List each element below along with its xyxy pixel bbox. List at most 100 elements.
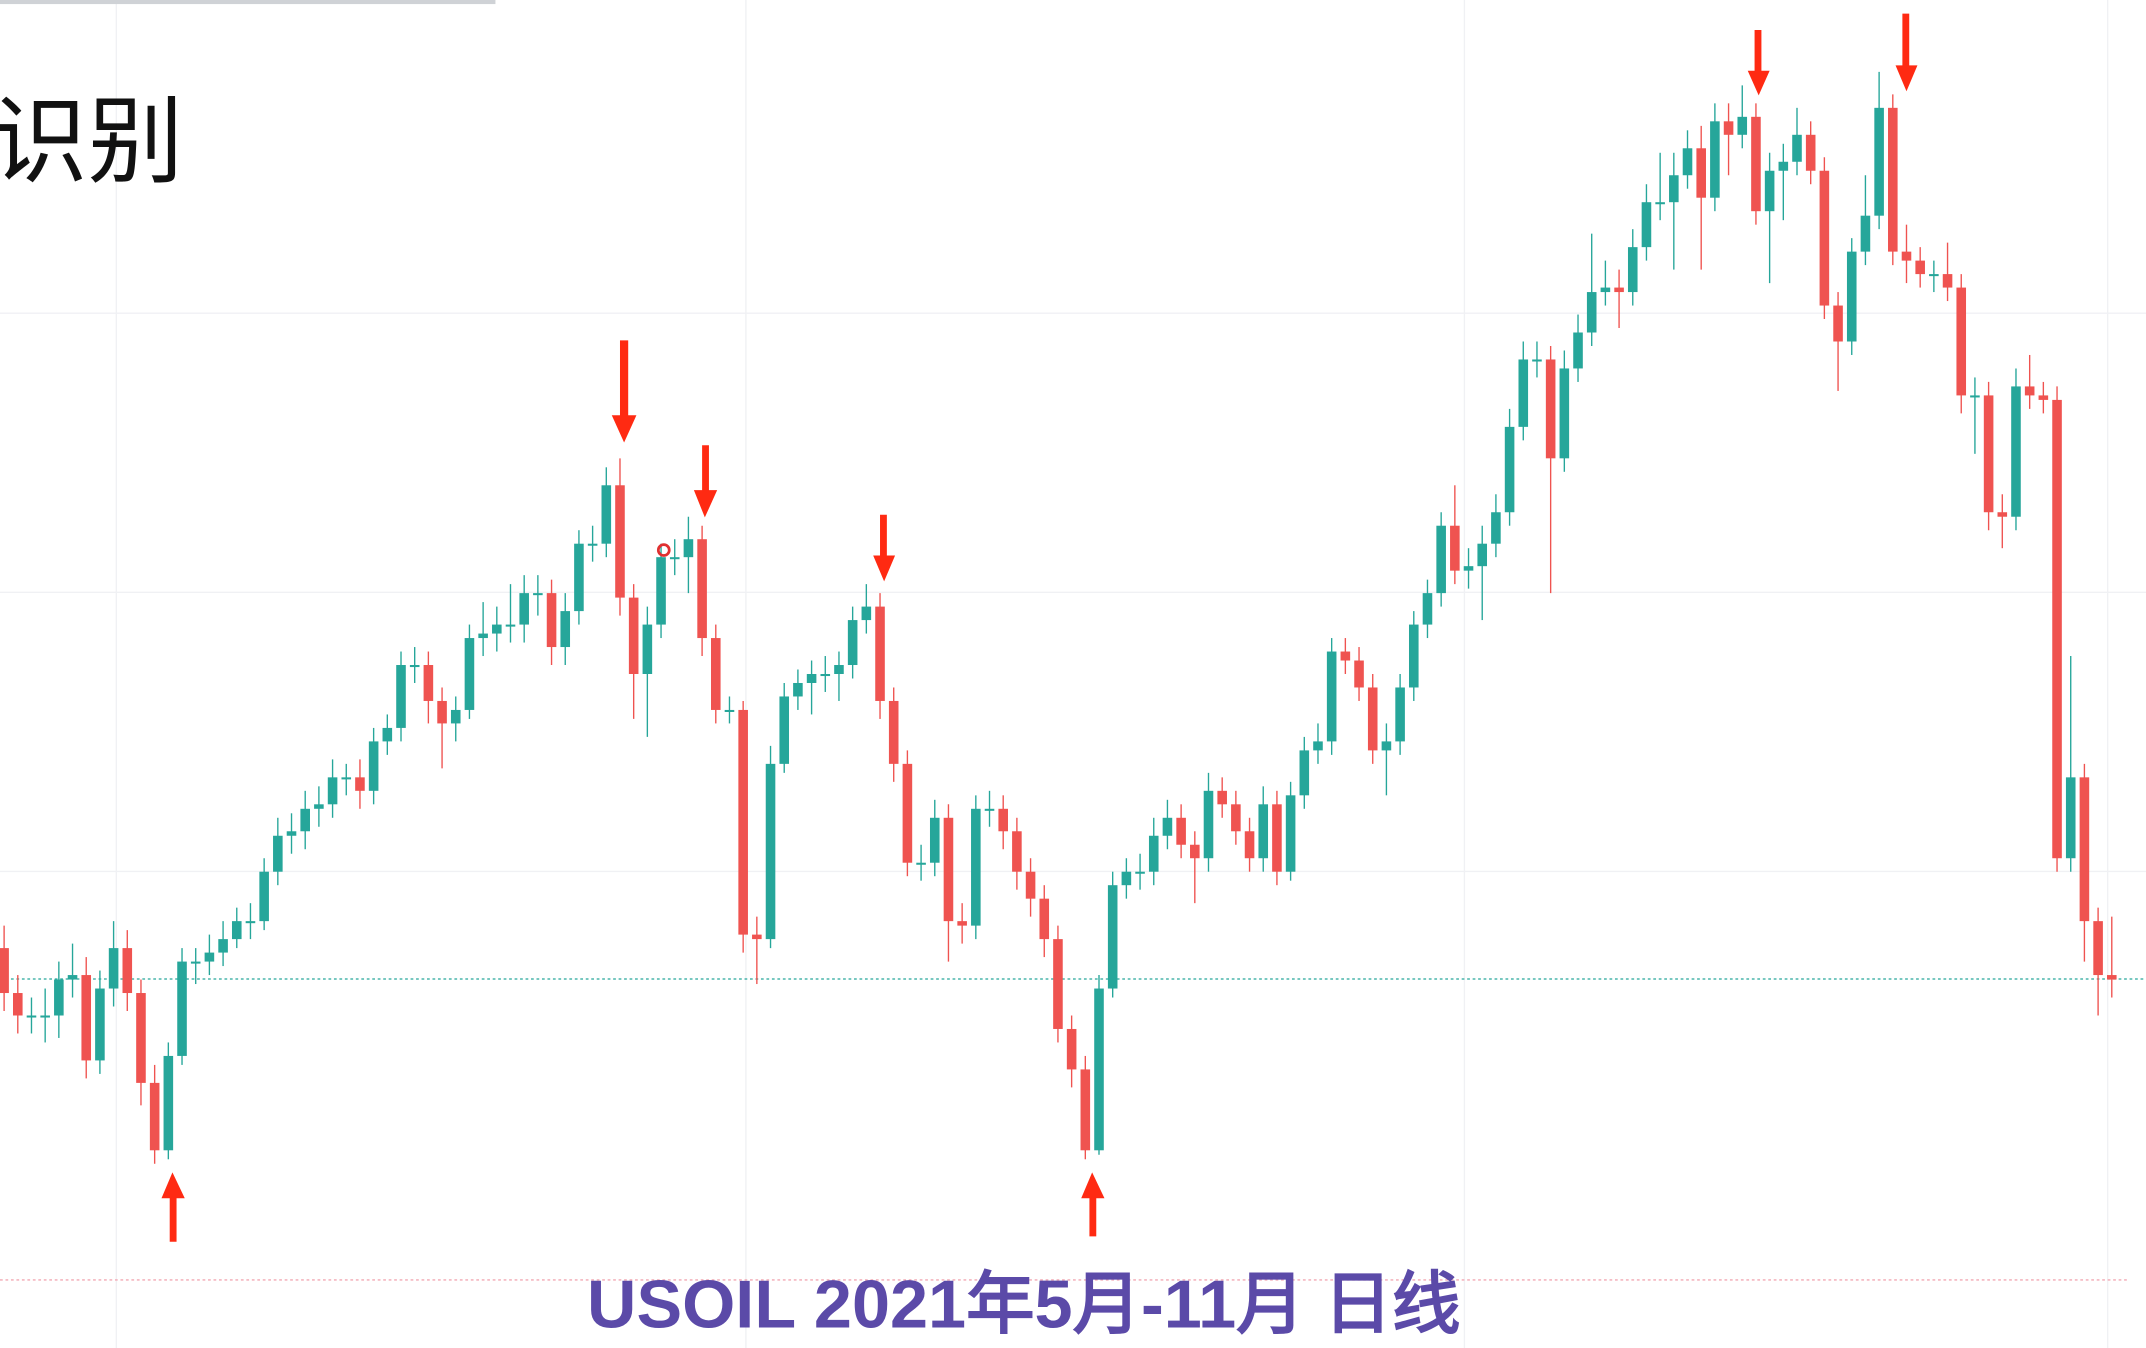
candle-body: [177, 961, 187, 1056]
candle-body: [943, 817, 954, 922]
candle-body: [683, 539, 694, 558]
candle-body: [519, 593, 529, 625]
candle-body: [1039, 898, 1050, 940]
candle-body: [1408, 624, 1419, 688]
candle-body: [793, 682, 803, 697]
candle-body: [888, 700, 899, 764]
candle-body: [492, 624, 502, 634]
candle-body: [1053, 939, 1063, 1029]
candle-body: [1313, 741, 1323, 751]
candle-body: [1422, 593, 1433, 625]
candle-body: [231, 921, 242, 940]
top-bar: [0, 0, 496, 5]
candle-body: [273, 835, 283, 872]
chart-title: USOIL 2021年5月-11月 日线: [587, 1267, 1460, 1343]
candle-body: [149, 1082, 160, 1151]
candle-body: [450, 709, 461, 724]
candle-body: [54, 979, 64, 1016]
candle-body: [2038, 395, 2049, 400]
candle-body: [847, 620, 858, 666]
candle-body: [1176, 817, 1186, 845]
candle-body: [1094, 988, 1104, 1151]
arrow-down: [693, 445, 718, 518]
candle-body: [1107, 885, 1118, 989]
candle-body: [1518, 359, 1529, 427]
candle-body: [656, 557, 666, 625]
candle-body: [1723, 121, 1734, 135]
candle-body: [738, 709, 748, 935]
candle-body: [2052, 399, 2062, 859]
candle-body: [533, 593, 543, 596]
candle-body: [1778, 161, 1789, 171]
candle-body: [1682, 148, 1693, 176]
candle-body: [1231, 804, 1241, 832]
candle-body: [1450, 525, 1460, 571]
candles: [0, 71, 2117, 1164]
candle-body: [1600, 287, 1611, 293]
candle-body: [1066, 1028, 1077, 1070]
cursor: [656, 543, 671, 557]
candle-body: [820, 674, 831, 677]
candle-body: [1655, 202, 1665, 205]
candle-body: [2065, 777, 2076, 859]
candle-body: [341, 777, 352, 780]
candle-body: [1121, 871, 1132, 886]
candle-body: [2079, 777, 2090, 922]
candle-body: [1819, 170, 1830, 306]
candle-body: [546, 593, 557, 648]
candle-body: [1997, 512, 2008, 517]
candle-body: [861, 606, 872, 621]
candle-body: [1463, 566, 1474, 571]
candle-body: [355, 777, 365, 791]
candle-body: [95, 988, 105, 1061]
candle-body: [1203, 790, 1214, 859]
candle-body: [2011, 386, 2021, 517]
candle-body: [478, 633, 488, 639]
candle-body: [108, 948, 119, 989]
candle-body: [2024, 386, 2035, 396]
candle-body: [984, 808, 995, 811]
candle-body: [1573, 332, 1583, 369]
candle-body: [368, 741, 379, 791]
heading: 识别: [0, 86, 183, 198]
candle-body: [1942, 274, 1953, 288]
candle-body: [1956, 287, 1967, 396]
candle-body: [1148, 835, 1159, 872]
candle-body: [1367, 687, 1378, 751]
candle-body: [710, 638, 721, 710]
arrows: [161, 13, 1918, 1242]
candle-body: [1477, 543, 1488, 567]
candle-body: [902, 763, 913, 863]
candle-body: [1751, 116, 1761, 212]
arrow-down: [873, 514, 896, 582]
candle-body: [560, 611, 571, 648]
candle-body: [752, 934, 762, 940]
candle-body: [1340, 651, 1351, 661]
candle-body: [437, 700, 447, 724]
candle-body: [1545, 359, 1556, 459]
candle-body: [122, 948, 133, 994]
candle-body: [1915, 260, 1925, 275]
candle-body: [1710, 121, 1720, 198]
candle-body: [1162, 817, 1173, 836]
candle-body: [1272, 804, 1282, 872]
candle-body: [0, 948, 9, 994]
candle-body: [423, 665, 434, 701]
candle-body: [806, 674, 817, 683]
candle-body: [1354, 660, 1364, 688]
candle-body: [1874, 107, 1884, 216]
candle-body: [1641, 202, 1652, 248]
candle-body: [875, 606, 885, 701]
candle-body: [1326, 651, 1337, 742]
arrow-down: [1747, 29, 1770, 96]
candle-body: [1559, 368, 1570, 459]
candle-body: [1285, 795, 1296, 872]
arrow-down: [611, 340, 637, 443]
candle-body: [1983, 395, 1994, 513]
candle-body: [1614, 287, 1624, 293]
candle-body: [601, 485, 612, 544]
candle-body: [314, 804, 324, 809]
candle-body: [409, 665, 420, 668]
